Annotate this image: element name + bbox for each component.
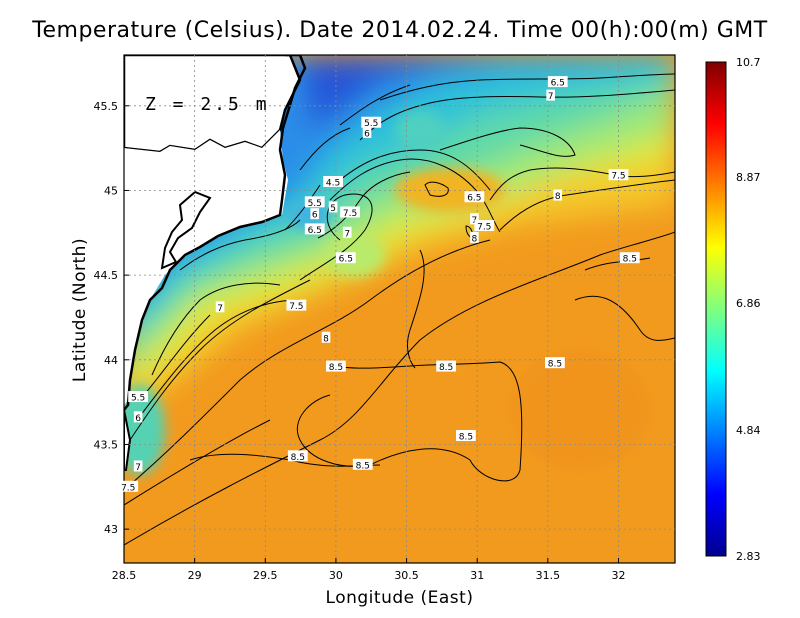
contour-label: 8 <box>555 192 561 202</box>
contour-label: 4.5 <box>326 179 340 189</box>
contour-label-box <box>474 220 495 232</box>
contour-label-box <box>546 89 555 101</box>
contour-label: 8.5 <box>439 363 453 373</box>
contour-label: 5.5 <box>131 394 145 404</box>
x-tick-label: 31 <box>470 569 484 582</box>
contour-label: 7 <box>217 304 223 314</box>
contour-label-box <box>304 196 325 208</box>
x-tick-label: 30 <box>329 569 343 582</box>
x-tick-label: 28.5 <box>112 569 137 582</box>
contour-label-box <box>321 331 331 343</box>
contour-label-box <box>340 206 360 218</box>
contour-label: 6.5 <box>551 79 565 89</box>
contour-label: 6.5 <box>339 255 353 265</box>
y-axis-label: Latitude (North) <box>70 237 90 383</box>
contour-label: 8 <box>472 234 478 244</box>
contour-label: 8.5 <box>459 433 473 443</box>
contour-label: 8.5 <box>356 461 370 471</box>
contour-label-box <box>128 391 149 403</box>
colorbar-tick-label: 6.86 <box>736 297 761 310</box>
contour-label: 7.5 <box>121 483 135 493</box>
contour-label: 8.5 <box>291 453 305 463</box>
contour-label-box <box>361 116 382 128</box>
contour-label-box <box>133 460 143 472</box>
contour-label: 7.5 <box>477 223 491 233</box>
contour-label-box <box>323 176 343 187</box>
contour-label: 8.5 <box>329 363 343 373</box>
contour-label-box <box>286 299 307 311</box>
colorbar-tick-label: 10.7 <box>736 56 761 69</box>
contour-label: 5.5 <box>364 119 378 129</box>
x-tick-label: 29 <box>188 569 202 582</box>
contour-label: 5.5 <box>308 199 322 209</box>
contour-label: 8.5 <box>623 255 637 265</box>
y-tick-label: 45.5 <box>94 100 119 113</box>
y-axis-ticks: 43 43.5 44 44.5 45 45.5 <box>94 100 129 536</box>
contour-label-box <box>470 231 479 243</box>
contour-label: 8 <box>323 334 329 344</box>
contour-label-box <box>287 450 308 462</box>
contour-label-box <box>547 76 568 88</box>
contour-label: 6 <box>135 414 141 424</box>
x-axis-label: Longitude (East) <box>325 588 474 608</box>
y-tick-label: 44 <box>104 354 118 367</box>
y-tick-label: 45 <box>104 184 118 197</box>
contour-label-box <box>456 430 476 441</box>
contour-label-box <box>436 360 457 372</box>
colorbar-ticks: 2.83 4.84 6.86 8.87 10.7 <box>736 56 761 563</box>
contour-label-box <box>553 189 563 201</box>
plot-frame <box>123 54 676 564</box>
contour-label-box <box>608 169 629 181</box>
contour-label: 6.5 <box>308 226 322 236</box>
contour-label-box <box>342 226 352 238</box>
contour-label: 7 <box>344 229 350 239</box>
grid-lines <box>124 55 675 563</box>
x-tick-label: 32 <box>611 569 625 582</box>
y-tick-label: 43 <box>104 523 118 536</box>
x-tick-label: 29.5 <box>253 569 278 582</box>
land-mask <box>124 55 307 471</box>
chart-title: Temperature (Celsius). Date 2014.02.24. … <box>32 18 768 43</box>
contour-label: 5 <box>330 204 336 214</box>
contour-label-box <box>304 223 325 235</box>
depth-label: Z = 2.5 m <box>145 94 270 115</box>
contour-label-box <box>352 458 373 470</box>
contour-label-box <box>118 480 139 492</box>
x-tick-label: 30.5 <box>394 569 419 582</box>
contour-label-box <box>470 213 479 225</box>
contour-label: 6 <box>312 211 318 221</box>
colorbar-tick-label: 8.87 <box>736 171 761 184</box>
contour-label: 7 <box>135 463 141 473</box>
contour-label-box <box>619 252 640 264</box>
x-axis-ticks: 28.5 29 29.5 30 30.5 31 31.5 32 <box>112 558 625 582</box>
colorbar-tick-label: 2.83 <box>736 550 761 563</box>
contour-label-box <box>328 201 338 213</box>
contour-label: 7.5 <box>289 302 303 312</box>
contour-label-box <box>133 411 143 423</box>
y-tick-label: 43.5 <box>94 438 119 451</box>
contour-label-box <box>362 126 372 138</box>
contour-label-box <box>215 301 225 313</box>
contour-label: 6 <box>364 129 370 139</box>
y-tick-label: 44.5 <box>94 269 119 282</box>
colorbar-tick-label: 4.84 <box>736 424 761 437</box>
contour-label: 7.5 <box>611 172 625 182</box>
contour-label-box <box>545 357 565 369</box>
contour-label: 6.5 <box>467 194 481 204</box>
contour-label-box <box>326 360 346 372</box>
contour-label-box <box>464 191 485 203</box>
colorbar <box>705 61 727 557</box>
contour-label: 7 <box>548 92 554 102</box>
x-tick-label: 31.5 <box>536 569 561 582</box>
contour-label-box <box>335 252 356 264</box>
contour-label: 7.5 <box>343 209 357 219</box>
contour-label-box <box>310 208 320 220</box>
contour-label: 8.5 <box>548 360 562 370</box>
